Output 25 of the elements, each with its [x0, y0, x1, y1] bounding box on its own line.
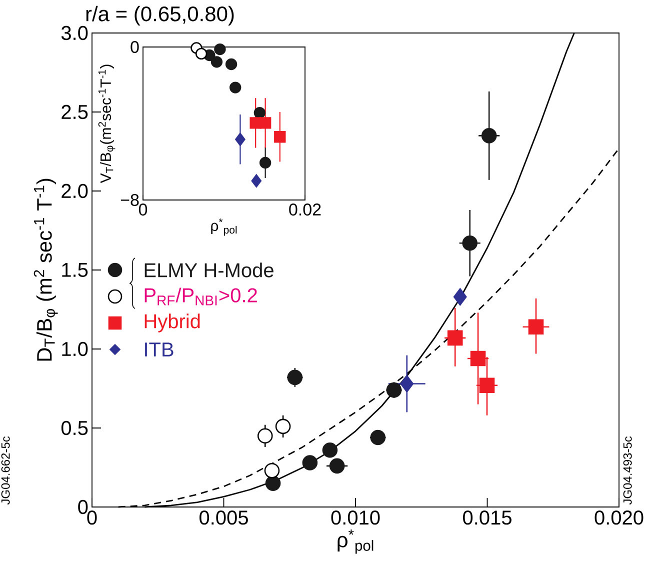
y-tick-label: 0: [78, 500, 88, 514]
x-axis-title: ρ$^{*}$pol: [211, 218, 237, 236]
y-tick-label: −8: [120, 194, 139, 206]
x-tick-label: 0.02: [289, 204, 321, 216]
y-tick-label: 1.0: [62, 342, 88, 356]
text: JG04.662-5c: [1, 436, 10, 505]
y-tick-label: 3.0: [61, 26, 88, 40]
text: JG04.493-5c: [623, 436, 632, 505]
text: V$_{T}$/B$_{φ}$(m$^{2}$sec$^{-1}$T$^{-1}$): [98, 64, 116, 184]
legend-label: Hybrid: [144, 314, 200, 332]
y-tick-label: 2.5: [62, 104, 88, 120]
y-tick-label: 0.5: [61, 420, 88, 436]
x-tick-label: 0.010: [331, 510, 380, 525]
x-axis-title: ρ$^{*}$pol: [338, 530, 374, 554]
x-tick-label: 0.015: [463, 510, 512, 525]
x-tick-label: 0: [87, 510, 97, 525]
legend-label: P$_{RF}$/P$_{NBI}$>0.2: [144, 288, 257, 306]
text: D$_{T}$/B$_{φ}$ (m$^{2}$ sec$^{-1}$ T$^{-1}$): [34, 178, 58, 361]
x-tick-label: 0.005: [200, 510, 248, 525]
x-tick-label: 0.020: [594, 510, 644, 525]
y-tick-label: 1.5: [62, 263, 88, 277]
chart-title: r/a = (0.65,0.80): [86, 6, 234, 26]
legend-label: ITB: [145, 342, 174, 356]
y-tick-label: 2.0: [62, 184, 88, 198]
legend-label: ELMY H-Mode: [144, 262, 274, 278]
